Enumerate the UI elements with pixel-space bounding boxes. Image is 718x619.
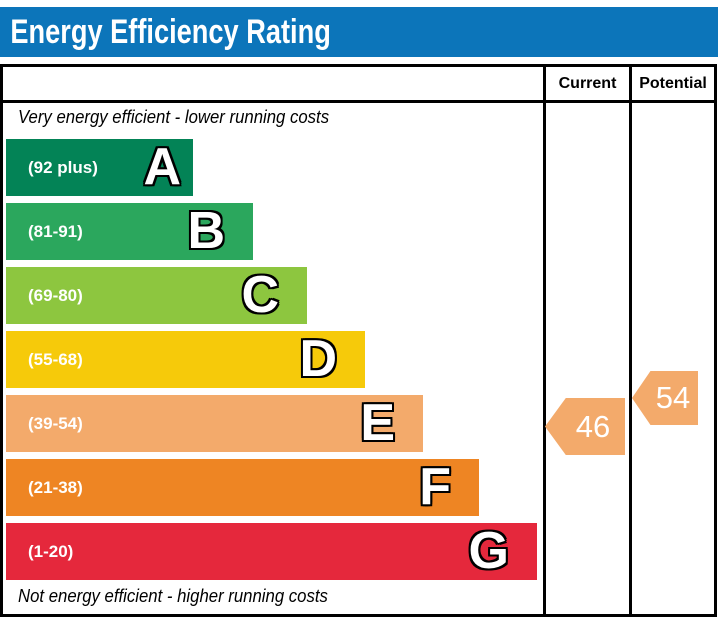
band-letter: A (143, 138, 181, 196)
band-row-g: (1-20) G (6, 523, 537, 580)
band-letter: F (419, 458, 451, 516)
band-range-label: (69-80) (28, 285, 83, 305)
rating-bands: (92 plus) A (81-91) B (69-80) C (55-68) … (6, 139, 537, 587)
band-range-label: (55-68) (28, 349, 83, 369)
band-letter: C (241, 266, 279, 324)
potential-column-divider (629, 64, 632, 617)
header-row-divider (0, 100, 717, 103)
band-letter: D (299, 330, 337, 388)
band-range-label: (21-38) (28, 477, 83, 497)
band-range-label: (92 plus) (28, 157, 98, 177)
current-column-divider (543, 64, 546, 617)
column-header-potential: Potential (639, 75, 707, 92)
column-header-current: Current (558, 75, 617, 92)
band-range-label: (1-20) (28, 541, 74, 561)
bottom-note: Not energy efficient - higher running co… (18, 586, 328, 606)
band-row-d: (55-68) D (6, 331, 365, 388)
band-row-c: (69-80) C (6, 267, 307, 324)
band-letter: B (187, 202, 225, 260)
title-bar: Energy Efficiency Rating (0, 7, 718, 57)
current-rating-value: 46 (575, 408, 611, 444)
top-note: Very energy efficient - lower running co… (18, 107, 330, 127)
band-letter: E (360, 394, 395, 452)
page-title: Energy Efficiency Rating (10, 12, 331, 51)
band-range-label: (39-54) (28, 413, 83, 433)
band-row-e: (39-54) E (6, 395, 423, 452)
band-row-b: (81-91) B (6, 203, 253, 260)
band-row-f: (21-38) F (6, 459, 479, 516)
band-letter: G (468, 522, 509, 580)
potential-rating-value: 54 (655, 380, 691, 415)
band-range-label: (81-91) (28, 221, 83, 241)
band-row-a: (92 plus) A (6, 139, 193, 196)
